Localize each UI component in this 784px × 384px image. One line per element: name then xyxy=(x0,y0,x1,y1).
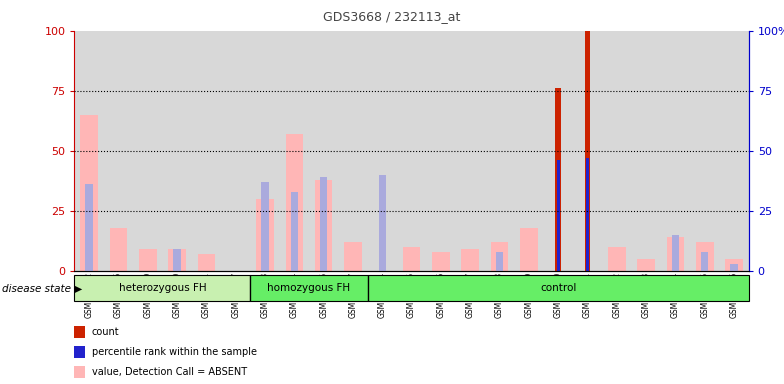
Bar xyxy=(426,31,456,271)
Bar xyxy=(403,247,420,271)
Bar xyxy=(221,31,250,271)
Bar xyxy=(725,259,743,271)
Bar xyxy=(701,252,709,271)
Bar xyxy=(110,227,127,271)
Bar xyxy=(491,242,508,271)
Bar xyxy=(397,31,426,271)
Bar xyxy=(495,252,503,271)
Bar xyxy=(250,31,280,271)
FancyBboxPatch shape xyxy=(250,275,368,301)
Bar xyxy=(631,31,661,271)
Bar xyxy=(291,192,298,271)
Bar xyxy=(85,184,93,271)
Bar xyxy=(602,31,631,271)
FancyBboxPatch shape xyxy=(74,275,250,301)
Bar xyxy=(80,115,98,271)
Text: homozygous FH: homozygous FH xyxy=(267,283,350,293)
Bar xyxy=(586,158,589,271)
Bar xyxy=(637,259,655,271)
Bar xyxy=(169,249,186,271)
Text: control: control xyxy=(540,283,576,293)
Bar xyxy=(456,31,485,271)
Bar xyxy=(608,247,626,271)
Text: GDS3668 / 232113_at: GDS3668 / 232113_at xyxy=(323,10,461,23)
Text: heterozygous FH: heterozygous FH xyxy=(118,283,206,293)
Bar xyxy=(162,31,192,271)
Bar xyxy=(192,31,221,271)
Bar xyxy=(285,134,303,271)
Bar xyxy=(432,252,450,271)
Bar xyxy=(198,254,215,271)
Bar xyxy=(339,31,368,271)
Bar xyxy=(344,242,361,271)
FancyBboxPatch shape xyxy=(368,275,749,301)
Bar xyxy=(485,31,514,271)
Text: count: count xyxy=(92,327,119,337)
Bar xyxy=(557,161,560,271)
Bar xyxy=(320,177,327,271)
Bar xyxy=(690,31,720,271)
Bar xyxy=(720,31,749,271)
Bar xyxy=(173,249,181,271)
Bar xyxy=(661,31,690,271)
Bar xyxy=(731,263,738,271)
Bar xyxy=(103,31,133,271)
Bar xyxy=(573,31,602,271)
Bar xyxy=(133,31,162,271)
Text: percentile rank within the sample: percentile rank within the sample xyxy=(92,347,256,357)
Text: disease state ▶: disease state ▶ xyxy=(2,283,82,293)
Bar xyxy=(379,175,386,271)
Bar xyxy=(74,31,103,271)
Bar xyxy=(368,31,397,271)
Bar xyxy=(514,31,543,271)
Bar xyxy=(555,88,561,271)
Bar xyxy=(139,249,157,271)
Text: value, Detection Call = ABSENT: value, Detection Call = ABSENT xyxy=(92,367,247,377)
Bar xyxy=(261,182,269,271)
Bar xyxy=(543,31,573,271)
Bar xyxy=(462,249,479,271)
Bar xyxy=(256,199,274,271)
Bar xyxy=(672,235,679,271)
Bar xyxy=(315,180,332,271)
Bar xyxy=(280,31,309,271)
Bar xyxy=(696,242,713,271)
Bar xyxy=(520,227,538,271)
Bar xyxy=(585,31,590,271)
Bar xyxy=(309,31,339,271)
Bar xyxy=(666,237,684,271)
